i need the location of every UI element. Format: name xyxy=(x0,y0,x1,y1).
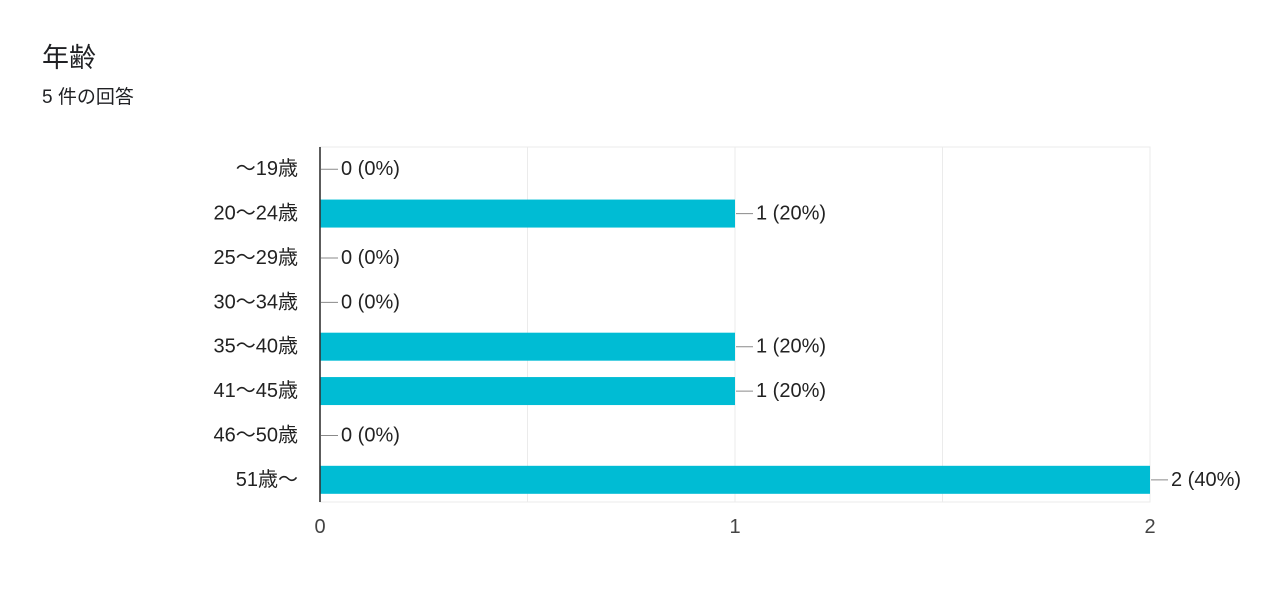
data-label-1: 1 (20%) xyxy=(756,203,826,225)
data-label-3: 0 (0%) xyxy=(341,291,400,313)
category-label-3: 30～34歳 xyxy=(214,290,299,313)
category-label-2: 25～29歳 xyxy=(214,246,299,269)
data-label-6: 0 (0%) xyxy=(341,424,400,446)
x-tick-label-0: 0 xyxy=(314,516,325,538)
bar-7 xyxy=(320,465,1150,494)
question-title: 年齢 xyxy=(42,43,96,73)
category-label-7: 51歳～ xyxy=(236,468,298,491)
data-label-0: 0 (0%) xyxy=(341,158,400,180)
category-label-6: 46～50歳 xyxy=(214,423,299,446)
bar-4 xyxy=(320,332,735,361)
data-label-4: 1 (20%) xyxy=(756,336,826,358)
category-label-4: 35～40歳 xyxy=(214,335,299,358)
data-label-7: 2 (40%) xyxy=(1171,469,1241,491)
data-label-5: 1 (20%) xyxy=(756,380,826,402)
response-count: 5 件の回答 xyxy=(42,87,134,108)
category-label-0: ～19歳 xyxy=(236,157,298,180)
data-label-2: 0 (0%) xyxy=(341,247,400,269)
x-tick-label-2: 2 xyxy=(1144,516,1155,538)
category-label-5: 41～45歳 xyxy=(214,379,299,402)
bar-1 xyxy=(320,199,735,228)
category-label-1: 20～24歳 xyxy=(214,202,299,225)
x-tick-label-1: 1 xyxy=(729,516,740,538)
bar-5 xyxy=(320,377,735,406)
